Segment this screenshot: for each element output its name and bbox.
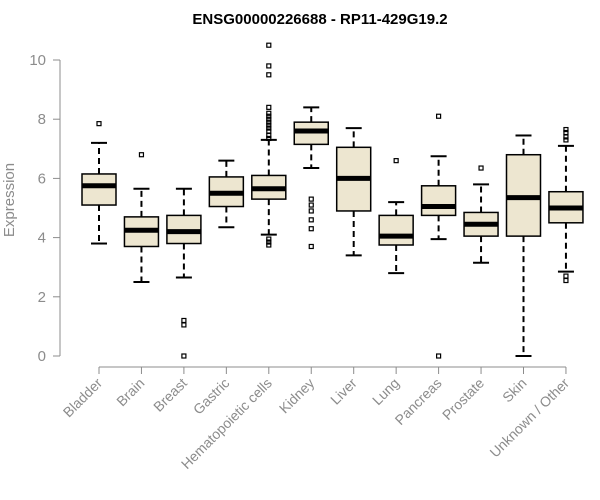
outlier-point (308, 217, 314, 223)
outlier-point (266, 135, 272, 142)
box-pancreas (420, 113, 457, 359)
box-liver (335, 127, 372, 257)
x-tick-label: Pancreas (392, 375, 445, 428)
outlier-point (308, 243, 314, 250)
outlier-point (308, 202, 314, 208)
x-tick-label: Skin (499, 375, 530, 406)
box-brain (123, 152, 160, 283)
outlier-point (266, 128, 272, 134)
outlier-point (266, 42, 272, 48)
outlier-point (436, 353, 442, 359)
outlier-point (308, 208, 314, 214)
outlier-point (393, 158, 399, 164)
outlier-point (266, 110, 272, 116)
outlier-point (308, 226, 314, 232)
y-tick-label: 8 (38, 111, 46, 128)
x-tick-label: Unknown / Other (486, 375, 572, 461)
box-prostate (463, 165, 499, 264)
boxes-group (81, 42, 584, 359)
box-breast (166, 187, 202, 359)
outlier-point (266, 119, 272, 125)
outlier-point (563, 277, 569, 284)
outlier-point (181, 322, 187, 328)
outlier-point (436, 113, 442, 119)
outlier-point (563, 273, 569, 279)
x-tick-label: Breast (150, 375, 190, 415)
outlier-point (266, 63, 272, 69)
x-tick-label: Bladder (60, 375, 106, 421)
outlier-point (266, 239, 272, 245)
outlier-point (266, 72, 272, 78)
outlier-point (266, 122, 272, 128)
y-tick-label: 0 (38, 348, 46, 365)
x-tick-label: Lung (369, 375, 402, 408)
outlier-point (563, 129, 569, 136)
outlier-point (181, 353, 187, 359)
outlier-point (266, 125, 272, 131)
iqr-box (378, 214, 414, 246)
x-tick-label: Kidney (276, 375, 318, 417)
y-tick-label: 2 (38, 289, 46, 306)
outlier-point (266, 113, 272, 119)
outlier-point (308, 196, 314, 202)
y-tick-label: 6 (38, 170, 46, 187)
box-bladder (81, 121, 117, 245)
outlier-point (266, 242, 272, 248)
outlier-point (138, 152, 145, 158)
outlier-point (563, 137, 569, 143)
x-tick-label: Liver (327, 375, 360, 408)
box-lung (378, 158, 414, 275)
box-hematopoietic-cells (251, 42, 287, 248)
x-tick-label: Prostate (439, 375, 487, 423)
box-kidney (293, 106, 329, 250)
outlier-point (266, 236, 272, 242)
outlier-point (266, 116, 272, 122)
iqr-box (81, 173, 117, 206)
chart-title: ENSG00000226688 - RP11-429G19.2 (192, 11, 447, 28)
iqr-box (420, 185, 457, 217)
box-skin (505, 134, 542, 357)
outlier-point (563, 126, 569, 133)
outlier-point (181, 317, 187, 324)
outlier-point (266, 104, 272, 110)
outlier-point (96, 121, 102, 127)
y-axis-label: Expression (1, 163, 18, 237)
box-unknown-other (548, 126, 584, 284)
y-tick-label: 10 (29, 52, 46, 69)
y-tick-label: 4 (38, 230, 46, 247)
box-gastric (208, 159, 245, 229)
outlier-point (478, 165, 484, 171)
y-axis: 0 2 4 6 8 10 (29, 52, 61, 365)
x-tick-label: Brain (113, 375, 147, 409)
